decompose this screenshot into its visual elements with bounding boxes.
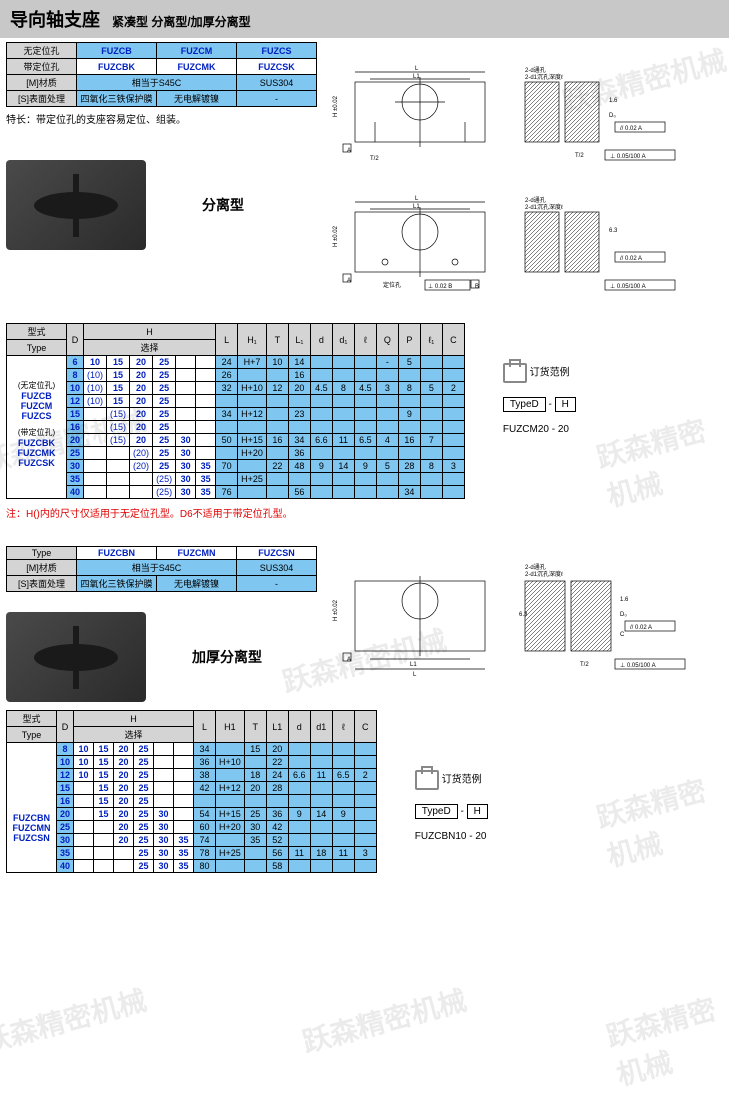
svg-text:B: B [475, 284, 479, 290]
order-typed: TypeD [503, 397, 546, 412]
svg-text:L: L [415, 66, 419, 72]
svg-text:// 0.02 A: // 0.02 A [620, 126, 642, 132]
watermark: 跃森精密机械 [602, 986, 729, 1094]
svg-text:L: L [415, 196, 419, 202]
svg-text:L: L [413, 672, 417, 678]
material-table-1: 无定位孔FUZCBFUZCMFUZCS带定位孔FUZCBKFUZCMKFUZCS… [6, 42, 317, 107]
svg-text:T/2: T/2 [575, 153, 584, 159]
order-example-text: FUZCM20 - 20 [503, 424, 576, 435]
svg-text:2-d通孔: 2-d通孔 [525, 563, 546, 571]
printer-icon [503, 363, 527, 383]
svg-text:⊥ 0.05/100 A: ⊥ 0.05/100 A [620, 662, 656, 669]
section1-top: 无定位孔FUZCBFUZCMFUZCS带定位孔FUZCBKFUZCMKFUZCS… [0, 38, 729, 319]
order-example-2: 订货范例 TypeD - H FUZCBN10 - 20 [385, 710, 488, 842]
svg-text:2-d1沉孔深度ℓ: 2-d1沉孔深度ℓ [525, 570, 563, 578]
svg-text:C: C [620, 632, 625, 638]
svg-text:⊥ 0.05/100 A: ⊥ 0.05/100 A [610, 153, 646, 160]
svg-text:6.3: 6.3 [609, 228, 618, 234]
section1-label: 分离型 [202, 195, 244, 215]
svg-text:D₀: D₀ [609, 113, 616, 119]
svg-text:A: A [347, 657, 351, 663]
order-example-text: FUZCBN10 - 20 [415, 831, 488, 842]
svg-text:⊥ 0.05/100 A: ⊥ 0.05/100 A [610, 283, 646, 290]
order-title: 订货范例 [530, 368, 570, 379]
section2-top: TypeFUZCBNFUZCMNFUZCSN[M]材质相当于S45CSUS304… [0, 542, 729, 706]
svg-text:6.3: 6.3 [519, 612, 528, 618]
order-h: H [467, 804, 488, 819]
page-subtitle: 紧凑型 分离型/加厚分离型 [112, 13, 251, 30]
svg-text:A: A [347, 278, 351, 284]
svg-text:H ±0.02: H ±0.02 [333, 225, 339, 247]
svg-text:A: A [347, 148, 351, 154]
tech-drawing-2: L1 L H ±0.02 A 2-d通孔2-d1沉孔深度ℓ 1.6 D₀ // 0… [325, 546, 705, 699]
svg-text:2-d1沉孔深度ℓ: 2-d1沉孔深度ℓ [525, 73, 563, 81]
svg-text:1.6: 1.6 [620, 597, 629, 603]
note-1: 注：H()内的尺寸仅适用于无定位孔型。D6不适用于带定位孔型。 [0, 503, 729, 522]
svg-text:T/2: T/2 [370, 156, 379, 162]
order-typed: TypeD [415, 804, 458, 819]
order-title: 订货范例 [442, 775, 482, 786]
tech-drawing-1: L L1 H ±0.02 A T/2 2-d通孔2-d1沉孔深度ℓ 1.6D₀ … [325, 42, 705, 315]
spec-row-2: 型式DHLH1TL1dd1ℓCType选择FUZCBNFUZCMNFUZCSN8… [0, 706, 729, 877]
svg-text:// 0.02 A: // 0.02 A [620, 256, 642, 262]
watermark: 跃森精密机械 [298, 979, 471, 1061]
order-example-1: 订货范例 TypeD - H FUZCM20 - 20 [473, 323, 576, 435]
svg-text:H ±0.02: H ±0.02 [333, 599, 339, 621]
svg-text:1.6: 1.6 [609, 98, 618, 104]
product-image-1 [6, 160, 146, 250]
spec-table-1: 型式DHLH₁TL₁dd₁ℓQPℓ₁CType选择(无定位孔)FUZCBFUZC… [6, 323, 465, 499]
svg-text:// 0.02 A: // 0.02 A [630, 625, 652, 631]
svg-text:D₀: D₀ [620, 612, 627, 618]
svg-text:H ±0.02: H ±0.02 [333, 95, 339, 117]
material-table-2: TypeFUZCBNFUZCMNFUZCSN[M]材质相当于S45CSUS304… [6, 546, 317, 592]
svg-text:T/2: T/2 [580, 662, 589, 668]
svg-text:L1: L1 [413, 74, 420, 80]
watermark: 跃森精密机械 [0, 979, 150, 1061]
spec-row-1: 型式DHLH₁TL₁dd₁ℓQPℓ₁CType选择(无定位孔)FUZCBFUZC… [0, 319, 729, 503]
spec-table-2: 型式DHLH1TL1dd1ℓCType选择FUZCBNFUZCMNFUZCSN8… [6, 710, 377, 873]
section2-label: 加厚分离型 [192, 647, 262, 667]
svg-text:2-d通孔: 2-d通孔 [525, 66, 546, 74]
page-header: 导向轴支座 紧凑型 分离型/加厚分离型 [0, 0, 729, 38]
page-title: 导向轴支座 [10, 6, 100, 32]
product-image-2 [6, 612, 146, 702]
order-h: H [555, 397, 576, 412]
printer-icon [415, 770, 439, 790]
svg-text:⊥ 0.02 B: ⊥ 0.02 B [428, 283, 452, 290]
svg-text:2-d通孔: 2-d通孔 [525, 196, 546, 204]
svg-text:定位孔: 定位孔 [383, 281, 401, 289]
svg-text:2-d1沉孔深度ℓ: 2-d1沉孔深度ℓ [525, 203, 563, 211]
feature-note: 特长：带定位孔的支座容易定位、组装。 [6, 107, 317, 130]
svg-text:L1: L1 [410, 662, 417, 668]
